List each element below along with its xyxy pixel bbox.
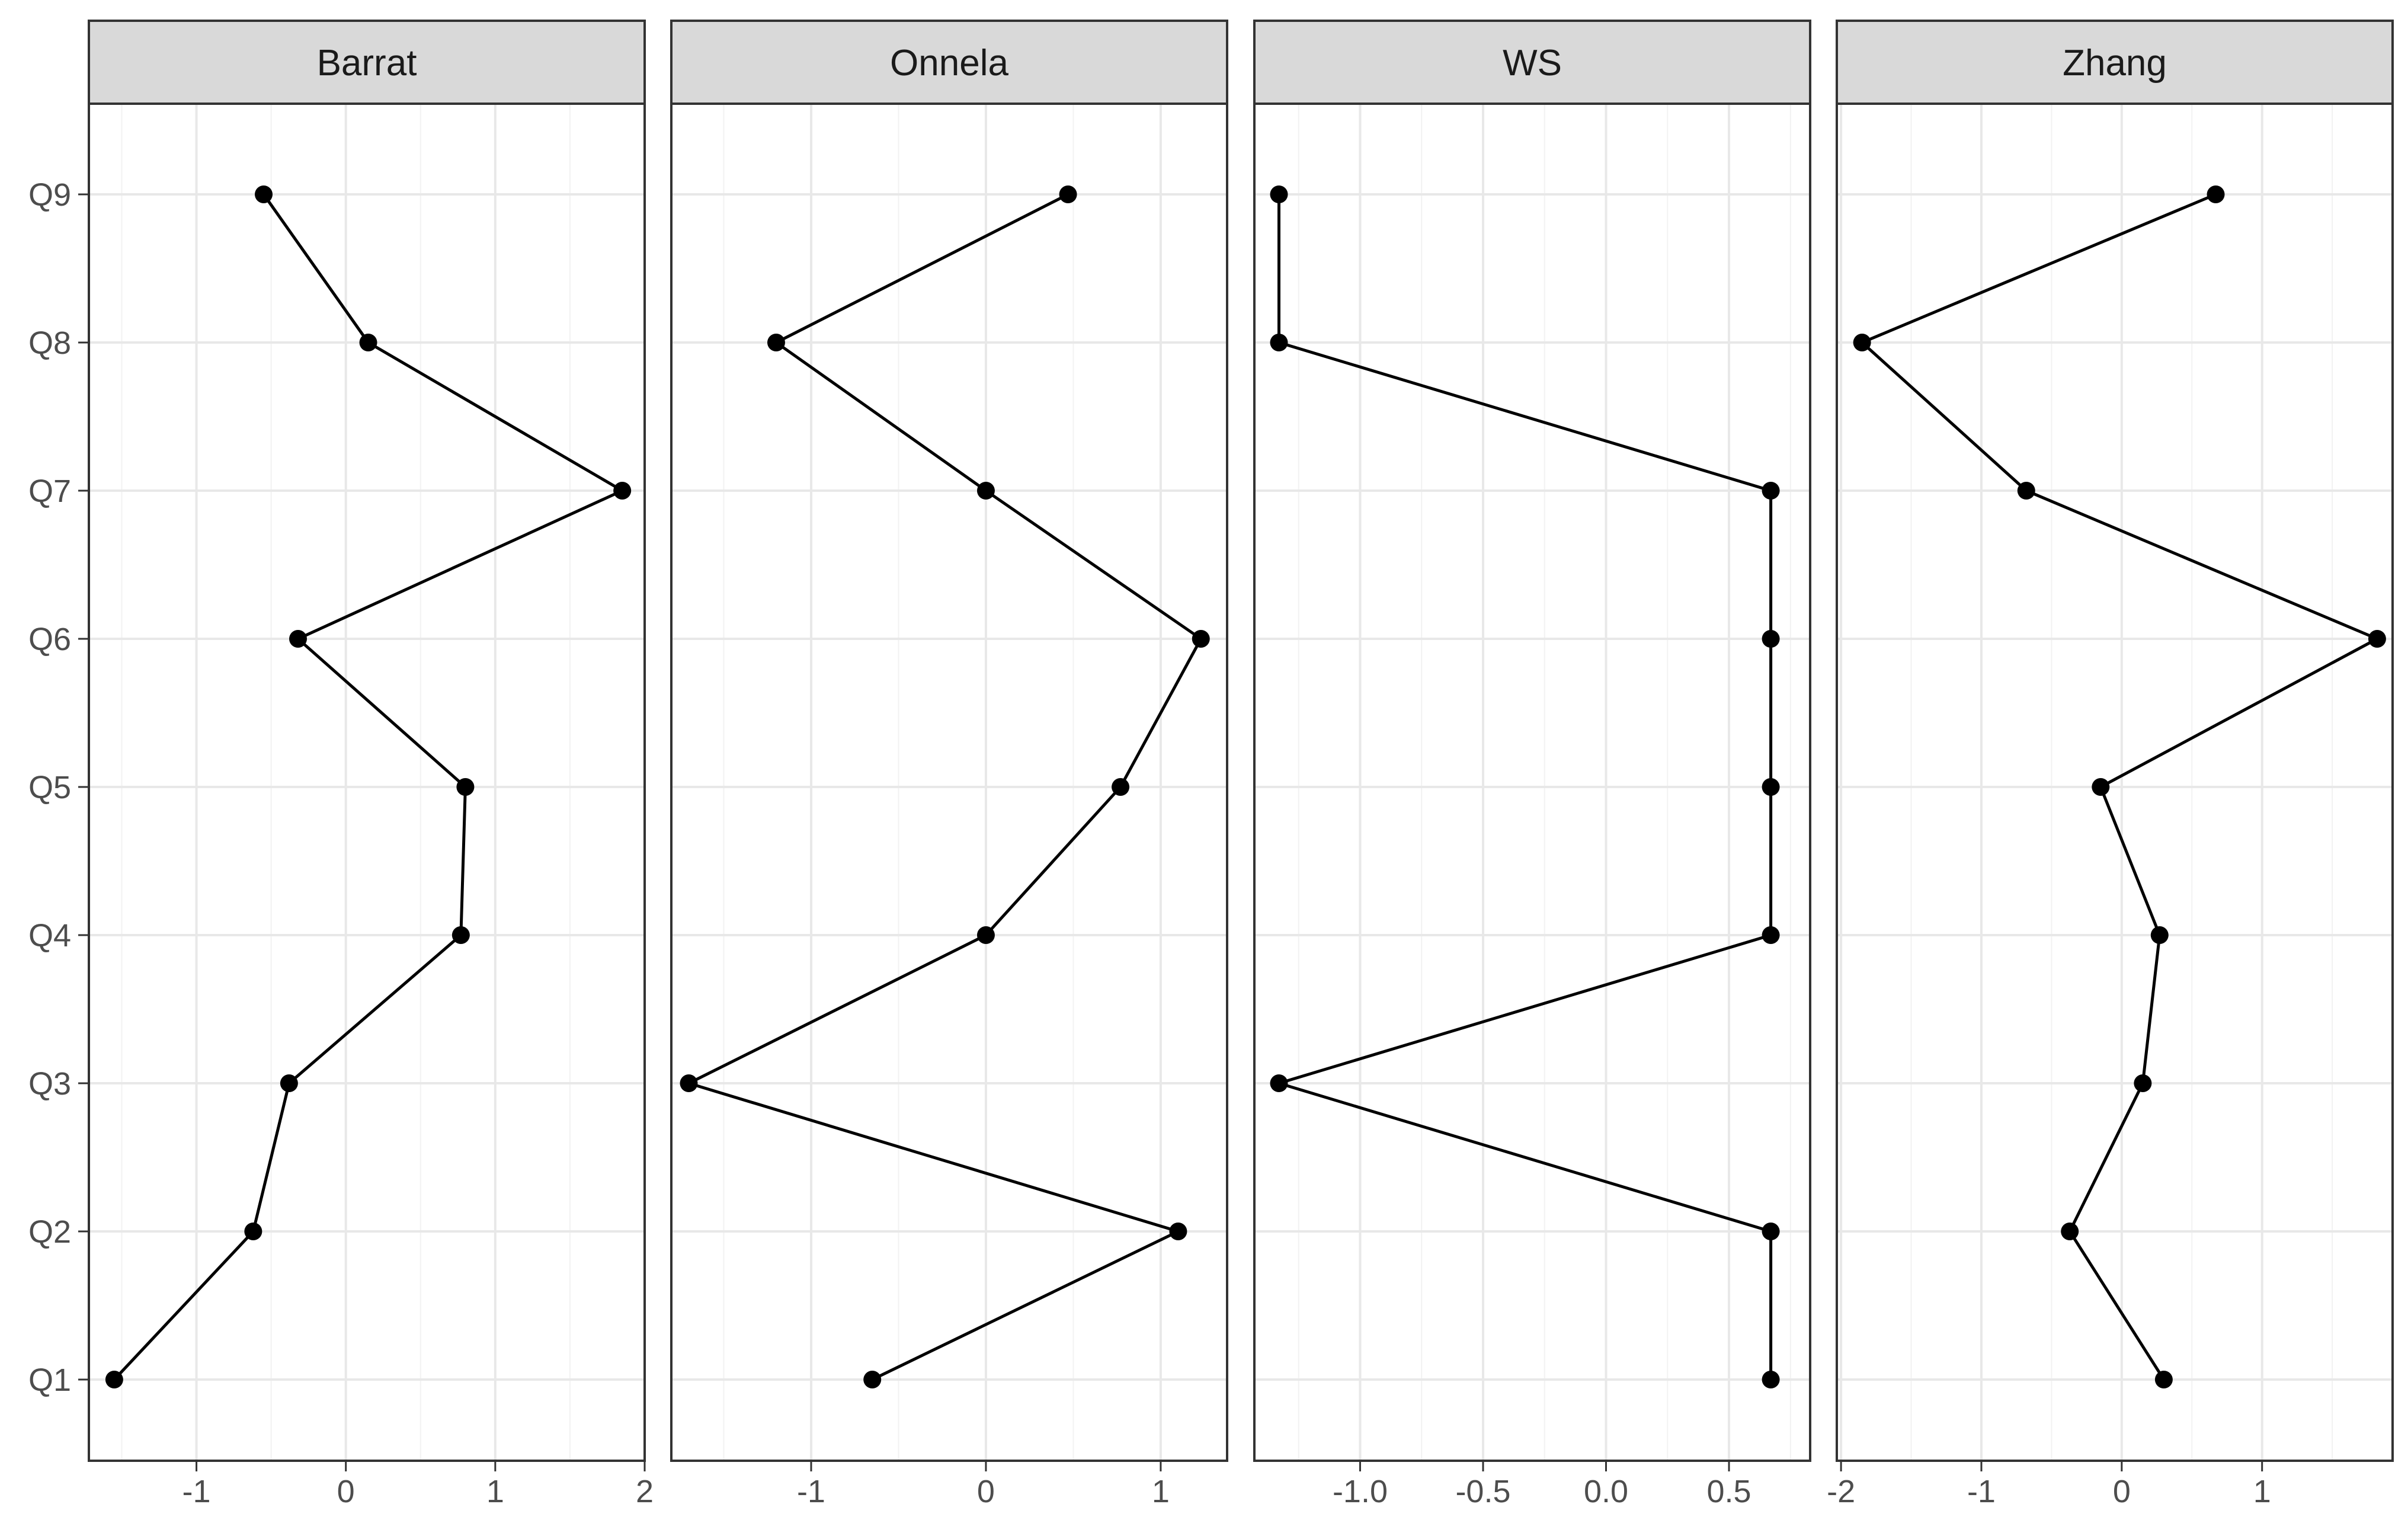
- panel-background: [89, 104, 645, 1461]
- y-tick-label-q3: Q3: [28, 1066, 71, 1102]
- facet-title: Onnela: [890, 43, 1008, 84]
- data-point-q4: [1762, 926, 1780, 944]
- data-point-q9: [255, 185, 273, 203]
- x-tick-label: -0.5: [1455, 1474, 1510, 1509]
- facet-title: WS: [1503, 43, 1562, 84]
- y-tick-label-q5: Q5: [28, 770, 71, 805]
- data-point-q3: [280, 1074, 298, 1092]
- panel-background: [1837, 104, 2393, 1461]
- panel-onnela: Onnela -1 0 1: [670, 20, 1228, 1509]
- facet-strip: [1253, 20, 1811, 105]
- data-point-q4: [976, 926, 995, 944]
- data-point-q5: [1112, 778, 1130, 796]
- data-point-q2: [1762, 1223, 1780, 1240]
- data-point-q1: [1762, 1371, 1780, 1388]
- data-point-q4: [451, 926, 470, 944]
- x-tick-label: -1: [1967, 1474, 1996, 1509]
- data-point-q3: [1270, 1074, 1288, 1092]
- data-point-q8: [767, 334, 785, 351]
- x-tick-label: 1: [2253, 1474, 2271, 1509]
- x-tick-label: 0: [2113, 1474, 2131, 1509]
- facet-strip: [1836, 20, 2394, 105]
- x-tick-label: 2: [636, 1474, 654, 1509]
- data-point-q8: [359, 334, 377, 351]
- panel-background: [1254, 104, 1810, 1461]
- data-point-q2: [2061, 1223, 2079, 1240]
- panel-ws: WS -1.0 -0.5 0.0 0.5: [1253, 20, 1811, 1509]
- x-tick-label: -2: [1827, 1474, 1855, 1509]
- x-tick-label: -1: [797, 1474, 825, 1509]
- data-point-q5: [1762, 778, 1780, 796]
- panel-border: [670, 103, 1228, 1462]
- y-tick-label-q7: Q7: [28, 473, 71, 509]
- x-tick-label: 1: [1152, 1474, 1170, 1509]
- data-point-q1: [2154, 1371, 2173, 1388]
- x-tick-label: -1.0: [1333, 1474, 1388, 1509]
- y-tick-label-q8: Q8: [28, 325, 71, 361]
- data-point-q3: [2134, 1074, 2152, 1092]
- data-point-q8: [1270, 334, 1288, 351]
- data-point-q7: [976, 482, 995, 500]
- data-point-q6: [1762, 630, 1780, 648]
- data-point-q6: [289, 630, 308, 648]
- panel-background: [671, 104, 1227, 1461]
- y-tick-label-q1: Q1: [28, 1362, 71, 1398]
- x-tick-label: 0.0: [1584, 1474, 1628, 1509]
- data-point-q7: [613, 482, 632, 500]
- panel-border: [1253, 103, 1811, 1462]
- y-tick-label-q2: Q2: [28, 1214, 71, 1250]
- data-point-q9: [1059, 185, 1077, 203]
- x-tick-label: -1: [182, 1474, 211, 1509]
- x-tick-label: 0.5: [1706, 1474, 1751, 1509]
- facet-title: Zhang: [2063, 43, 2167, 84]
- data-point-q3: [680, 1074, 698, 1092]
- facet-strip: [88, 20, 646, 105]
- data-point-q4: [2150, 926, 2169, 944]
- panel-border: [88, 103, 646, 1462]
- facet-strip: [670, 20, 1228, 105]
- data-point-q6: [1192, 630, 1210, 648]
- panel-barrat: Barrat -1 0 1 2: [88, 20, 654, 1509]
- y-tick-label-q9: Q9: [28, 177, 71, 213]
- data-point-q7: [2017, 482, 2035, 500]
- y-axis: Q1 Q2 Q3 Q4 Q5 Q6 Q7 Q8 Q9: [28, 177, 89, 1398]
- y-tick-label-q6: Q6: [28, 622, 71, 657]
- panel-border: [1836, 103, 2394, 1462]
- data-point-q1: [105, 1371, 123, 1388]
- y-tick-label-q4: Q4: [28, 918, 71, 953]
- data-point-q6: [2368, 630, 2386, 648]
- data-point-q9: [2207, 185, 2225, 203]
- data-point-q5: [456, 778, 475, 796]
- x-tick-label: 1: [486, 1474, 504, 1509]
- panels: Barrat -1 0 1 2 Onnela -1 0 1 WS -1.0 -0.5 0.0 0.5 Zha…: [88, 20, 2394, 1509]
- facet-title: Barrat: [317, 43, 417, 84]
- data-point-q8: [1853, 334, 1871, 351]
- data-point-q5: [2092, 778, 2110, 796]
- data-point-q2: [244, 1223, 262, 1240]
- x-tick-label: 0: [977, 1474, 995, 1509]
- data-point-q9: [1270, 185, 1288, 203]
- x-tick-label: 0: [337, 1474, 355, 1509]
- data-point-q7: [1762, 482, 1780, 500]
- data-point-q1: [863, 1371, 882, 1388]
- data-point-q2: [1169, 1223, 1187, 1240]
- panel-zhang: Zhang -2 -1 0 1: [1827, 20, 2394, 1509]
